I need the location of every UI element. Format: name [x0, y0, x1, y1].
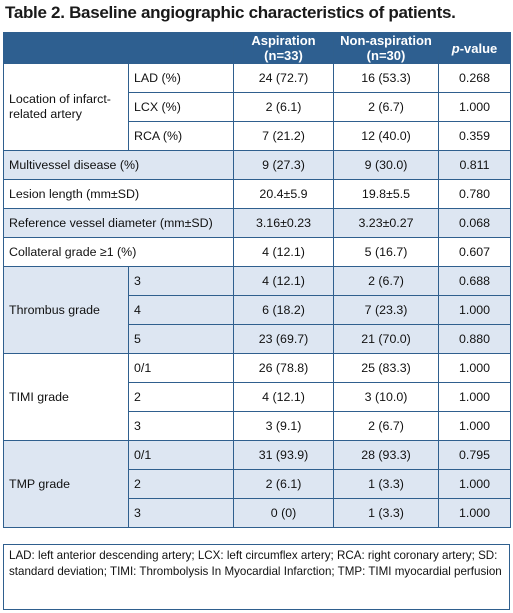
non-aspiration-value: 3.23±0.27 [333, 208, 439, 238]
table-row: Reference vessel diameter (mm±SD) 3.16±0.… [3, 208, 511, 238]
header-row: Aspiration (n=33) Non-aspiration (n=30) … [3, 32, 511, 64]
table-row: Thrombus grade 3 4 (12.1) 2 (6.7) 0.688 [3, 266, 511, 354]
non-aspiration-value: 28 (93.3) [333, 440, 439, 470]
row-label: Collateral grade ≥1 (%) [3, 237, 234, 267]
row-sublabel: 0/1 [128, 353, 234, 383]
p-value: 0.068 [438, 208, 511, 238]
non-aspiration-value: 7 (23.3) [333, 295, 439, 325]
aspiration-value: 31 (93.9) [233, 440, 334, 470]
non-aspiration-value: 12 (40.0) [333, 121, 439, 151]
table-row: LCX (%) 2 (6.1) 2 (6.7) 1.000 [4, 92, 511, 122]
header-p-value: p-value [438, 32, 511, 64]
p-value: 0.607 [438, 237, 511, 267]
non-aspiration-value: 21 (70.0) [333, 324, 439, 354]
header-non-aspiration-label: Non-aspiration [340, 33, 432, 48]
aspiration-value: 4 (12.1) [233, 382, 334, 412]
aspiration-value: 23 (69.7) [233, 324, 334, 354]
non-aspiration-value: 19.8±5.5 [333, 179, 439, 209]
row-sublabel: 4 [128, 295, 234, 325]
p-value: 1.000 [438, 295, 511, 325]
row-label: Lesion length (mm±SD) [3, 179, 234, 209]
row-sublabel: 3 [128, 266, 234, 296]
row-sublabel: LCX (%) [128, 92, 234, 122]
aspiration-value: 4 (12.1) [233, 266, 334, 296]
non-aspiration-value: 5 (16.7) [333, 237, 439, 267]
p-value: 1.000 [438, 353, 511, 383]
header-non-aspiration: Non-aspiration (n=30) [333, 32, 439, 64]
row-sublabel: 2 [128, 382, 234, 412]
table-row: Lesion length (mm±SD) 20.4±5.9 19.8±5.5 0.7… [3, 179, 511, 209]
aspiration-value: 20.4±5.9 [233, 179, 334, 209]
header-p-rest: -value [459, 40, 498, 56]
non-aspiration-value: 1 (3.3) [333, 469, 439, 499]
header-blank-cell [3, 32, 234, 64]
p-value: 1.000 [438, 469, 511, 499]
table-row: RCA (%) 7 (21.2) 12 (40.0) 0.359 [4, 121, 511, 151]
table-row: Collateral grade ≥1 (%) 4 (12.1) 5 (16.7) 0… [3, 237, 511, 267]
p-value: 0.359 [438, 121, 511, 151]
aspiration-value: 0 (0) [233, 498, 334, 528]
p-value: 1.000 [438, 382, 511, 412]
table-row: Multivessel disease (%) 9 (27.3) 9 (30.0) 0… [3, 150, 511, 180]
row-sublabel: 3 [128, 411, 234, 441]
non-aspiration-value: 1 (3.3) [333, 498, 439, 528]
non-aspiration-value: 3 (10.0) [333, 382, 439, 412]
p-value: 0.268 [438, 63, 511, 93]
table-body: Location of infarct-related artery LAD (%… [3, 63, 511, 528]
p-value: 0.780 [438, 179, 511, 209]
table-row: TMP grade 0/1 31 (93.9) 28 (93.3) 0.795 [3, 440, 511, 528]
row-sublabel: RCA (%) [128, 121, 234, 151]
row-sublabel: 0/1 [128, 440, 234, 470]
p-value: 0.880 [438, 324, 511, 354]
row-sublabel: 2 [128, 469, 234, 499]
aspiration-value: 26 (78.8) [233, 353, 334, 383]
header-non-aspiration-n: (n=30) [366, 48, 406, 63]
row-label: Reference vessel diameter (mm±SD) [3, 208, 234, 238]
aspiration-value: 6 (18.2) [233, 295, 334, 325]
non-aspiration-value: 2 (6.7) [333, 92, 439, 122]
aspiration-value: 24 (72.7) [233, 63, 334, 93]
aspiration-value: 3 (9.1) [233, 411, 334, 441]
row-label: TMP grade [3, 440, 129, 528]
table-title: Table 2. Baseline angiographic character… [5, 3, 456, 22]
row-label: TIMI grade [3, 353, 129, 441]
non-aspiration-value: 16 (53.3) [333, 63, 439, 93]
table-row: TIMI grade 0/1 26 (78.8) 25 (83.3) 1.000 [3, 353, 511, 441]
header-aspiration-label: Aspiration [251, 33, 316, 48]
aspiration-value: 2 (6.1) [233, 469, 334, 499]
p-value: 0.795 [438, 440, 511, 470]
header-aspiration: Aspiration (n=33) [233, 32, 334, 64]
aspiration-value: 2 (6.1) [233, 92, 334, 122]
non-aspiration-value: 2 (6.7) [333, 266, 439, 296]
p-value: 1.000 [438, 498, 511, 528]
p-value: 1.000 [438, 411, 511, 441]
row-sublabel: LAD (%) [128, 63, 234, 93]
p-value: 0.811 [438, 150, 511, 180]
aspiration-value: 4 (12.1) [233, 237, 334, 267]
header-aspiration-n: (n=33) [264, 48, 303, 63]
aspiration-value: 9 (27.3) [233, 150, 334, 180]
characteristics-table: Aspiration (n=33) Non-aspiration (n=30) … [3, 32, 511, 528]
row-label: Location of infarct-related artery [3, 63, 129, 151]
row-sublabel: 3 [128, 498, 234, 528]
non-aspiration-value: 9 (30.0) [333, 150, 439, 180]
row-label: Multivessel disease (%) [3, 150, 234, 180]
table-row: Location of infarct-related artery LAD (%… [3, 63, 511, 151]
header-p-italic: p [451, 40, 460, 56]
aspiration-value: 3.16±0.23 [233, 208, 334, 238]
row-sublabel: 5 [128, 324, 234, 354]
aspiration-value: 7 (21.2) [233, 121, 334, 151]
non-aspiration-value: 25 (83.3) [333, 353, 439, 383]
p-value: 1.000 [438, 92, 511, 122]
non-aspiration-value: 2 (6.7) [333, 411, 439, 441]
p-value: 0.688 [438, 266, 511, 296]
row-label: Thrombus grade [3, 266, 129, 354]
table-footnote: LAD: left anterior descending artery; LC… [3, 544, 510, 610]
